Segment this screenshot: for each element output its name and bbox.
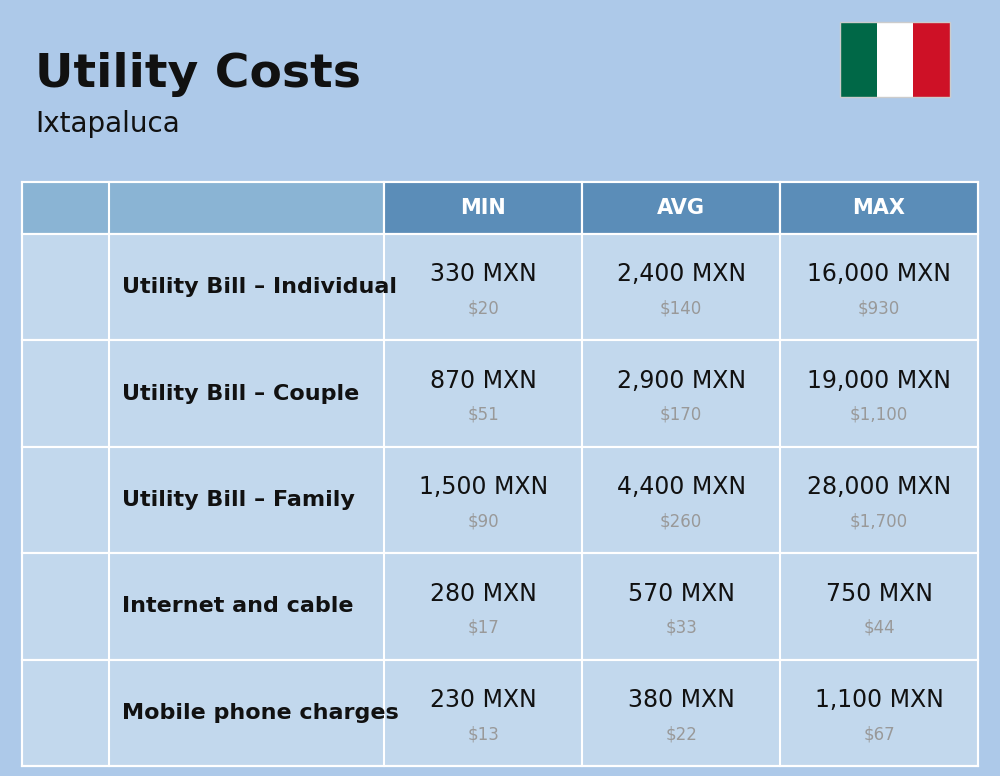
FancyBboxPatch shape xyxy=(22,553,978,660)
Text: 2,900 MXN: 2,900 MXN xyxy=(617,369,746,393)
Text: Mobile phone charges: Mobile phone charges xyxy=(122,703,399,722)
Text: 28,000 MXN: 28,000 MXN xyxy=(807,475,951,499)
Text: 870 MXN: 870 MXN xyxy=(430,369,537,393)
Text: 1,100 MXN: 1,100 MXN xyxy=(815,688,943,712)
Text: 4,400 MXN: 4,400 MXN xyxy=(617,475,746,499)
Text: Utility Bill – Couple: Utility Bill – Couple xyxy=(122,383,360,404)
Text: MIN: MIN xyxy=(460,198,506,218)
Text: $1,700: $1,700 xyxy=(850,512,908,530)
FancyBboxPatch shape xyxy=(22,234,978,341)
Text: $51: $51 xyxy=(467,406,499,424)
Text: $930: $930 xyxy=(858,300,900,317)
Text: $1,100: $1,100 xyxy=(850,406,908,424)
FancyBboxPatch shape xyxy=(22,182,384,234)
Text: 2,400 MXN: 2,400 MXN xyxy=(617,262,746,286)
Text: 750 MXN: 750 MXN xyxy=(826,582,933,605)
Text: 16,000 MXN: 16,000 MXN xyxy=(807,262,951,286)
Text: $33: $33 xyxy=(665,618,697,636)
Text: 330 MXN: 330 MXN xyxy=(430,262,537,286)
FancyBboxPatch shape xyxy=(877,22,913,97)
Text: $22: $22 xyxy=(665,725,697,743)
Text: $44: $44 xyxy=(863,618,895,636)
Text: $260: $260 xyxy=(660,512,702,530)
Text: AVG: AVG xyxy=(657,198,705,218)
Text: $140: $140 xyxy=(660,300,702,317)
Text: $13: $13 xyxy=(467,725,499,743)
FancyBboxPatch shape xyxy=(840,22,877,97)
Text: 380 MXN: 380 MXN xyxy=(628,688,735,712)
Text: 230 MXN: 230 MXN xyxy=(430,688,537,712)
Text: 19,000 MXN: 19,000 MXN xyxy=(807,369,951,393)
Text: Utility Bill – Family: Utility Bill – Family xyxy=(122,490,355,510)
FancyBboxPatch shape xyxy=(22,447,978,553)
Text: 1,500 MXN: 1,500 MXN xyxy=(419,475,548,499)
FancyBboxPatch shape xyxy=(582,182,780,234)
Text: 280 MXN: 280 MXN xyxy=(430,582,537,605)
FancyBboxPatch shape xyxy=(22,341,978,447)
Text: $170: $170 xyxy=(660,406,702,424)
Text: Ixtapaluca: Ixtapaluca xyxy=(35,110,180,138)
Text: $90: $90 xyxy=(467,512,499,530)
FancyBboxPatch shape xyxy=(913,22,950,97)
Text: $17: $17 xyxy=(467,618,499,636)
FancyBboxPatch shape xyxy=(22,660,978,766)
Text: Internet and cable: Internet and cable xyxy=(122,597,354,616)
Text: $20: $20 xyxy=(467,300,499,317)
FancyBboxPatch shape xyxy=(384,182,582,234)
FancyBboxPatch shape xyxy=(780,182,978,234)
Text: MAX: MAX xyxy=(853,198,906,218)
Text: Utility Bill – Individual: Utility Bill – Individual xyxy=(122,277,397,297)
Text: $67: $67 xyxy=(863,725,895,743)
Text: 570 MXN: 570 MXN xyxy=(628,582,735,605)
Text: Utility Costs: Utility Costs xyxy=(35,52,361,97)
